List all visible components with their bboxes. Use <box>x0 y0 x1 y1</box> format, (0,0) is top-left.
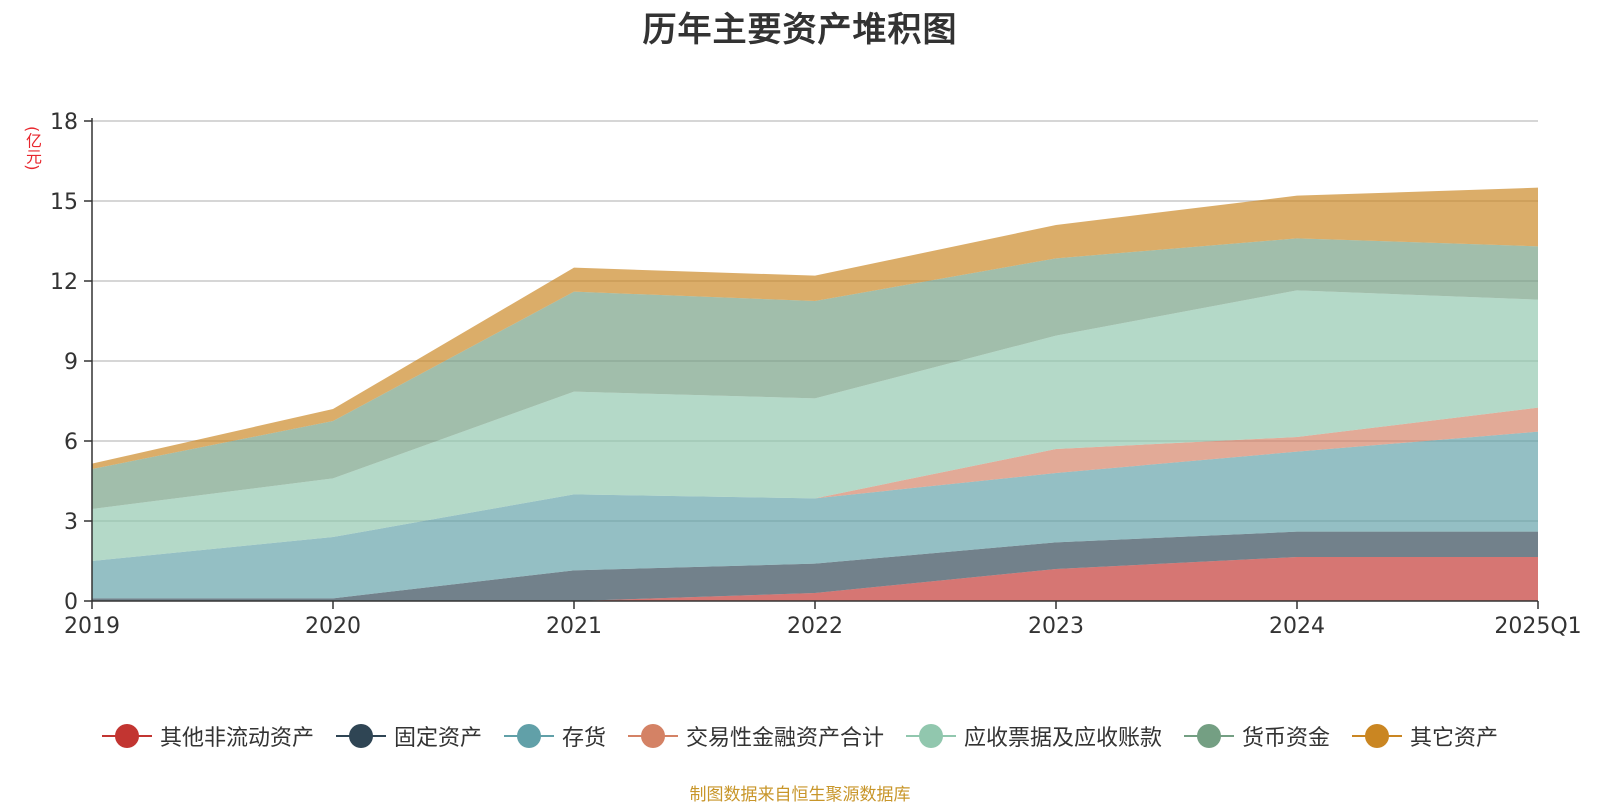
x-tick-label: 2021 <box>546 614 602 639</box>
legend-marker-icon <box>906 724 956 748</box>
legend-label: 应收票据及应收账款 <box>964 726 1163 751</box>
area-series-0 <box>92 557 1538 601</box>
legend-item-3[interactable]: 交易性金融资产合计 <box>627 720 884 752</box>
area-series-6 <box>92 187 1538 469</box>
legend-item-6[interactable]: 其它资产 <box>1352 720 1498 752</box>
x-tick-label: 2024 <box>1269 614 1325 639</box>
y-tick-label: 12 <box>50 270 78 295</box>
area-series-1 <box>92 531 1538 601</box>
legend-label: 其他非流动资产 <box>159 726 314 751</box>
legend-label: 其它资产 <box>1410 726 1499 751</box>
area-series-3 <box>92 407 1538 561</box>
legend-item-1[interactable]: 固定资产 <box>335 720 482 752</box>
legend-label: 交易性金融资产合计 <box>685 726 884 751</box>
legend-marker-icon <box>335 724 386 748</box>
area-series-5 <box>92 238 1538 510</box>
x-tick-label: 2019 <box>64 614 120 639</box>
y-tick-label: 0 <box>64 590 78 615</box>
y-tick-label: 9 <box>64 350 78 375</box>
legend-item-4[interactable]: 应收票据及应收账款 <box>906 720 1162 752</box>
stacked-area-chart: 0 3 6 9 12 15 18 2019 2020 2021 2022 2023 2024 2025Q1 <box>50 110 1582 639</box>
area-series-4 <box>92 290 1538 561</box>
chart-title: 历年主要资产堆积图 <box>642 10 958 50</box>
y-unit-label: (亿元) <box>23 125 42 171</box>
legend-marker-icon <box>1352 724 1403 748</box>
legend-marker-icon <box>503 724 554 748</box>
legend-item-0[interactable]: 其他非流动资产 <box>101 720 314 752</box>
legend-item-2[interactable]: 存货 <box>503 720 606 752</box>
source-note: 制图数据来自恒生聚源数据库 <box>689 785 911 805</box>
legend-item-5[interactable]: 货币资金 <box>1184 720 1330 752</box>
axes: 0 3 6 9 12 15 18 2019 2020 2021 2022 2023 2024 2025Q1 <box>50 110 1582 639</box>
x-tick-label: 2020 <box>305 614 361 639</box>
legend: 其他非流动资产 固定资产 存货 交易性金融资产合计 应收票据及应收账款 货币资金 其它资产 <box>0 718 1600 754</box>
x-tick-label: 2022 <box>787 614 843 639</box>
legend-marker-icon <box>101 724 152 748</box>
y-tick-label: 3 <box>64 510 78 535</box>
legend-marker-icon <box>627 724 678 748</box>
x-tick-label: 2023 <box>1028 614 1084 639</box>
y-tick-label: 18 <box>50 110 78 135</box>
area-series <box>92 187 1538 601</box>
legend-marker-icon <box>1184 724 1235 748</box>
y-tick-label: 6 <box>64 430 78 455</box>
y-tick-label: 15 <box>50 190 78 215</box>
legend-label: 存货 <box>561 726 606 751</box>
area-series-2 <box>92 431 1538 599</box>
x-tick-label: 2025Q1 <box>1494 614 1581 639</box>
legend-label: 货币资金 <box>1242 726 1331 751</box>
legend-label: 固定资产 <box>393 726 482 751</box>
